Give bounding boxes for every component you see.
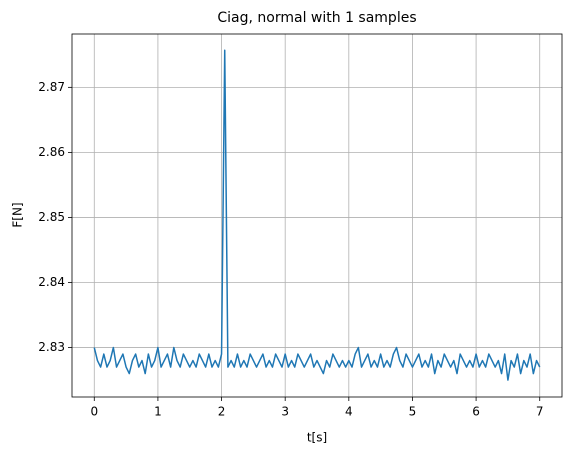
chart-title: Ciag, normal with 1 samples xyxy=(217,10,416,26)
x-tick-label: 3 xyxy=(281,405,289,419)
plot-frame xyxy=(71,33,563,398)
y-tick-label: 2.87 xyxy=(38,80,65,94)
x-tick-label: 7 xyxy=(536,405,544,419)
data-line xyxy=(93,49,541,381)
x-tick-label: 6 xyxy=(472,405,480,419)
x-tick-label: 0 xyxy=(90,405,98,419)
x-tick-label: 1 xyxy=(154,405,162,419)
x-tick-label: 5 xyxy=(409,405,417,419)
y-tick-label: 2.86 xyxy=(38,145,65,159)
x-axis-label: t[s] xyxy=(307,431,327,445)
x-tick-label: 4 xyxy=(345,405,353,419)
x-tick-label: 2 xyxy=(218,405,226,419)
y-tick-label: 2.85 xyxy=(38,210,65,224)
y-tick-label: 2.83 xyxy=(38,340,65,354)
y-tick-label: 2.84 xyxy=(38,275,65,289)
y-axis-label: F[N] xyxy=(11,202,25,227)
